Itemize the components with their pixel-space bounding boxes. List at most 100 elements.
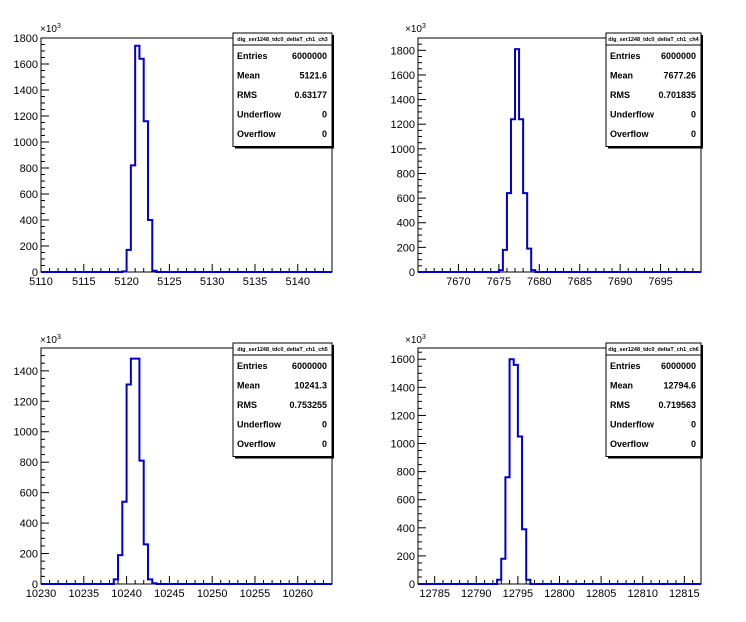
stats-value: 0 <box>691 439 696 449</box>
x-tick-label: 7685 <box>567 276 591 288</box>
y-tick-label: 1800 <box>391 45 415 57</box>
y-tick-label: 600 <box>397 193 415 205</box>
stats-value: 6000000 <box>292 361 327 371</box>
x-tick-label: 12795 <box>503 588 534 600</box>
histogram-bin <box>503 250 507 272</box>
y-tick-label: 800 <box>20 163 38 175</box>
stats-label: Underflow <box>610 420 655 430</box>
histogram-bin <box>519 119 523 272</box>
x-tick-label: 12800 <box>544 588 575 600</box>
histogram-bin <box>514 365 518 584</box>
histogram-line <box>418 358 701 585</box>
stats-box: dig_ser1248_tdc0_deltaT_ch1_ch6 Entries 60… <box>605 342 703 459</box>
x-tick-label: 7670 <box>446 276 470 288</box>
y-tick-label: 400 <box>397 218 415 230</box>
x-tick-label: 7695 <box>648 276 672 288</box>
x-tick-label: 10255 <box>240 588 271 600</box>
y-tick-label: 0 <box>32 579 38 591</box>
stats-box-frame <box>232 32 333 147</box>
stats-label: Underflow <box>610 110 655 120</box>
stats-box: dig_ser1248_tdc0_deltaT_ch1_ch4 Entries 60… <box>605 32 703 149</box>
stats-value: 0 <box>691 420 696 430</box>
histogram-bin <box>497 580 501 584</box>
stats-label: RMS <box>610 90 630 100</box>
histogram-bin <box>527 249 531 272</box>
y-tick-label: 1200 <box>14 396 38 408</box>
y-tick-label: 800 <box>397 467 415 479</box>
stats-value: 0 <box>691 110 696 120</box>
stats-value: 0 <box>322 439 327 449</box>
stats-box-title: dig_ser1248_tdc0_deltaT_ch1_ch3 <box>237 37 328 43</box>
y-multiplier-exponent: 3 <box>57 23 61 30</box>
y-tick-label: 1200 <box>391 119 415 131</box>
y-tick-label: 1000 <box>14 137 38 149</box>
y-multiplier-label: ×10 <box>40 335 57 346</box>
histogram-bin <box>148 579 152 584</box>
y-tick-label: 200 <box>397 242 415 254</box>
histogram-pad-ch5: 0 200 400 600 800 1000 1200 1400 10230 10235 10240… <box>14 334 334 600</box>
stats-label: RMS <box>237 400 257 410</box>
histogram-bin <box>505 477 509 584</box>
x-tick-label: 5120 <box>114 276 138 288</box>
x-tick-label: 7675 <box>487 276 511 288</box>
y-tick-label: 1000 <box>14 427 38 439</box>
stats-label: Overflow <box>237 439 277 449</box>
y-tick-label: 0 <box>409 267 415 279</box>
stats-value: 5121.6 <box>299 71 327 81</box>
stats-label: Overflow <box>610 129 650 139</box>
x-tick-label: 12810 <box>627 588 658 600</box>
stats-label: Overflow <box>610 439 650 449</box>
histogram-bin <box>131 359 135 584</box>
histogram-bin <box>501 559 505 584</box>
stats-value: 0 <box>322 129 327 139</box>
histogram-bin <box>135 46 139 272</box>
x-tick-label: 5140 <box>286 276 310 288</box>
histogram-bin <box>152 271 156 272</box>
y-tick-label: 600 <box>397 495 415 507</box>
x-tick-label: 7690 <box>608 276 632 288</box>
y-tick-label: 400 <box>20 215 38 227</box>
histogram-bin <box>114 579 118 584</box>
y-tick-label: 1800 <box>14 33 38 45</box>
histogram-bin <box>139 461 143 584</box>
x-tick-label: 5115 <box>72 276 96 288</box>
stats-box: dig_ser1248_tdc0_deltaT_ch1_ch3 Entries 60… <box>232 32 334 149</box>
x-tick-label: 12815 <box>669 588 700 600</box>
y-tick-label: 1400 <box>391 382 415 394</box>
y-tick-label: 200 <box>20 241 38 253</box>
histogram-bin <box>507 193 511 272</box>
stats-label: Mean <box>237 71 260 81</box>
y-tick-label: 200 <box>20 549 38 561</box>
y-tick-label: 200 <box>397 551 415 563</box>
histogram-line <box>418 48 701 273</box>
histogram-bin <box>135 359 139 584</box>
stats-box-frame <box>605 342 702 457</box>
x-tick-label: 12805 <box>586 588 617 600</box>
stats-label: Entries <box>237 51 268 61</box>
stats-value: 6000000 <box>292 51 327 61</box>
x-tick-label: 5125 <box>157 276 181 288</box>
y-multiplier-label: ×10 <box>405 24 422 35</box>
histogram-bin <box>499 270 503 272</box>
stats-label: Entries <box>610 51 641 61</box>
histogram-line <box>41 357 332 585</box>
stats-box-frame <box>605 32 702 147</box>
y-tick-label: 1400 <box>14 85 38 97</box>
x-tick-label: 12790 <box>461 588 492 600</box>
histogram-bin <box>127 385 131 584</box>
histogram-line <box>41 44 332 273</box>
y-tick-label: 400 <box>20 518 38 530</box>
y-multiplier-label: ×10 <box>405 335 422 346</box>
histogram-bin <box>122 502 126 584</box>
histogram-bin <box>518 437 522 585</box>
stats-value: 0.753255 <box>289 400 327 410</box>
y-tick-label: 1600 <box>14 59 38 71</box>
histogram-bin <box>139 59 143 272</box>
stats-box-frame <box>232 342 333 457</box>
stats-value: 0 <box>322 420 327 430</box>
x-tick-label: 10245 <box>154 588 185 600</box>
stats-value: 0.701835 <box>658 90 696 100</box>
histogram-bin <box>144 544 148 584</box>
y-multiplier-label: ×10 <box>40 24 57 35</box>
histogram-bin <box>523 193 527 272</box>
